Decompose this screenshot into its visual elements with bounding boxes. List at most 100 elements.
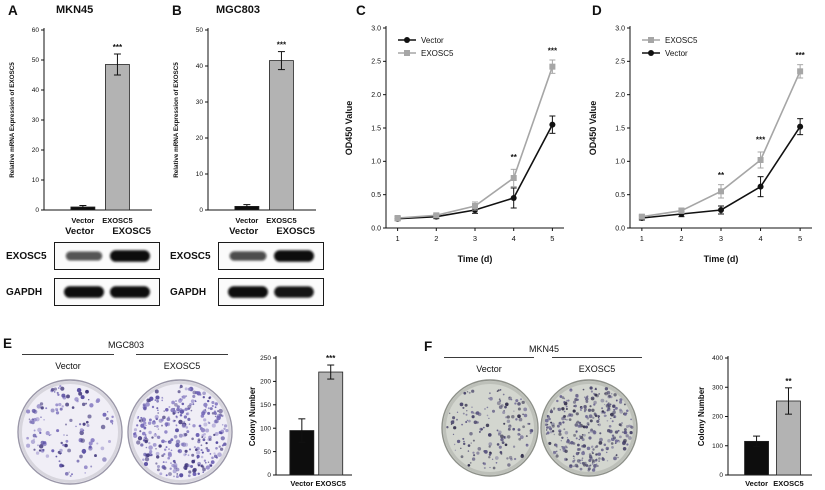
condition-label-exosc5: EXOSC5	[578, 364, 616, 374]
svg-text:1.5: 1.5	[615, 125, 625, 132]
svg-text:20: 20	[196, 135, 204, 142]
svg-text:EXOSC5: EXOSC5	[773, 479, 803, 488]
panel-a-letter: A	[8, 3, 18, 18]
panel-c-letter: C	[356, 3, 366, 18]
svg-text:100: 100	[712, 443, 723, 450]
svg-text:2.5: 2.5	[371, 59, 381, 66]
svg-text:1: 1	[640, 234, 644, 243]
panel-b-bar-chart: 0 10 20 30 40 50 Vector EXOSC5 *** Relative mRNA …	[173, 27, 316, 225]
svg-text:Vector: Vector	[665, 49, 688, 58]
svg-text:40: 40	[32, 87, 40, 94]
svg-text:100: 100	[260, 425, 271, 432]
svg-text:0: 0	[35, 207, 39, 214]
panel-e-letter: E	[3, 336, 13, 351]
panel-d-line-chart: 0.0 0.5 1.0 1.5 2.0 2.5 3.0 1 2 3 4 5 EXOSC5 Vector **…	[588, 25, 812, 264]
panel-e-condition-vector: Vector	[22, 354, 114, 374]
panel-b-title: MGC803	[216, 4, 261, 16]
condition-line	[136, 354, 228, 355]
panel-f-cellline-label: MKN45	[528, 344, 559, 354]
svg-text:50: 50	[32, 57, 40, 64]
svg-text:400: 400	[712, 355, 723, 362]
panel-b: B MGC803 0 10 20 30 40 50 Vector EXOSC5 *** Relat…	[170, 2, 330, 336]
svg-text:Vector: Vector	[290, 479, 313, 488]
panel-e-condition-exosc5: EXOSC5	[136, 354, 228, 374]
svg-text:1: 1	[396, 234, 400, 243]
svg-text:0.5: 0.5	[371, 192, 381, 199]
panel-a: A MKN45 0 10 20 30 40 50 60 Vector EXOSC5 *** Rela…	[4, 2, 167, 336]
svg-text:0: 0	[719, 472, 723, 479]
panel-b-blot-row-exosc5: EXOSC5	[170, 242, 328, 270]
blot-row-label-gapdh: GAPDH	[6, 286, 43, 298]
svg-text:EXOSC5: EXOSC5	[316, 479, 346, 488]
svg-text:1.0: 1.0	[371, 159, 381, 166]
panel-b-letter: B	[172, 3, 182, 18]
panel-b-blot-row-gapdh: GAPDH	[170, 278, 328, 306]
panel-f-condition-exosc5: EXOSC5	[552, 357, 642, 377]
svg-text:40: 40	[196, 63, 204, 70]
svg-text:2.5: 2.5	[615, 59, 625, 66]
svg-text:5: 5	[550, 234, 554, 243]
svg-text:4: 4	[758, 234, 762, 243]
svg-text:***: ***	[795, 51, 805, 60]
svg-text:30: 30	[32, 117, 40, 124]
svg-text:1.5: 1.5	[371, 125, 381, 132]
svg-text:5: 5	[798, 234, 802, 243]
blot-row-label-exosc5: EXOSC5	[6, 250, 47, 262]
panel-e-cellline-label: MGC803	[107, 340, 144, 350]
lane-label-exosc5: EXOSC5	[276, 226, 315, 237]
panel-f-condition-vector: Vector	[444, 357, 534, 377]
svg-text:Vector: Vector	[421, 36, 444, 45]
condition-line	[444, 357, 534, 358]
condition-label-exosc5: EXOSC5	[163, 361, 201, 371]
svg-text:0: 0	[199, 207, 203, 214]
panel-e-colony: MGC803 Vector EXOSC5	[14, 340, 238, 490]
svg-text:2.0: 2.0	[371, 92, 381, 99]
panel-f-colony: MKN45 Vector EXOSC5	[438, 344, 650, 490]
svg-text:0.5: 0.5	[615, 192, 625, 199]
condition-line	[552, 357, 642, 358]
panel-f-bar-chart: 0 100 200 300 400 Vector EXOSC5 ** Colony Number	[697, 355, 812, 488]
condition-label-vector: Vector	[476, 364, 502, 374]
svg-text:OD450 Value: OD450 Value	[588, 101, 598, 156]
panel-a-blot-row-gapdh: GAPDH	[6, 278, 164, 306]
svg-text:4: 4	[512, 234, 516, 243]
svg-text:3: 3	[473, 234, 477, 243]
blot-row-label-gapdh: GAPDH	[170, 286, 207, 298]
svg-text:2.0: 2.0	[615, 92, 625, 99]
panel-e-dish-images	[17, 379, 233, 485]
panel-b-blot-lane-labels: Vector EXOSC5	[220, 226, 324, 237]
condition-line	[22, 354, 114, 355]
blot-row-label-exosc5: EXOSC5	[170, 250, 211, 262]
svg-text:Time (d): Time (d)	[704, 254, 739, 264]
panel-b-exosc5-blot-image	[218, 242, 324, 270]
svg-text:3.0: 3.0	[371, 25, 381, 32]
svg-text:200: 200	[260, 379, 271, 386]
panel-d: D 0.0 0.5 1.0 1.5 2.0 2.5 3.0 1 2 3 4 5 EXOSC5 Vector…	[578, 0, 824, 280]
panel-e-bar-chart: 0 50 100 150 200 250 Vector EXOSC5 *** Colony Num…	[248, 354, 352, 488]
svg-text:EXOSC5: EXOSC5	[266, 216, 296, 225]
svg-text:50: 50	[264, 449, 272, 456]
condition-label-vector: Vector	[55, 361, 81, 371]
panel-d-letter: D	[592, 3, 602, 18]
panel-a-gapdh-blot-image	[54, 278, 160, 306]
lane-label-vector: Vector	[65, 226, 95, 237]
svg-text:**: **	[785, 377, 792, 386]
svg-text:***: ***	[548, 46, 558, 55]
panel-a-title: MKN45	[56, 4, 94, 16]
panel-c-line-chart: 0.0 0.5 1.0 1.5 2.0 2.5 3.0 1 2 3 4 5 Vector EXOSC5 **…	[344, 25, 564, 264]
svg-text:***: ***	[277, 41, 287, 50]
svg-text:2: 2	[679, 234, 683, 243]
panel-a-bar-chart: 0 10 20 30 40 50 60 Vector EXOSC5 *** Relative mRN…	[9, 27, 152, 225]
panel-c: C 0.0 0.5 1.0 1.5 2.0 2.5 3.0 1 2 3 4 5 Vector EXOSC5…	[336, 0, 576, 280]
svg-text:2: 2	[434, 234, 438, 243]
svg-text:***: ***	[326, 354, 336, 363]
svg-text:**: **	[718, 171, 725, 180]
svg-text:EXOSC5: EXOSC5	[665, 36, 698, 45]
svg-text:1.0: 1.0	[615, 159, 625, 166]
svg-text:0: 0	[267, 472, 271, 479]
lane-label-exosc5: EXOSC5	[112, 226, 151, 237]
svg-text:EXOSC5: EXOSC5	[102, 216, 132, 225]
svg-text:10: 10	[196, 171, 204, 178]
svg-text:0.0: 0.0	[371, 225, 381, 232]
